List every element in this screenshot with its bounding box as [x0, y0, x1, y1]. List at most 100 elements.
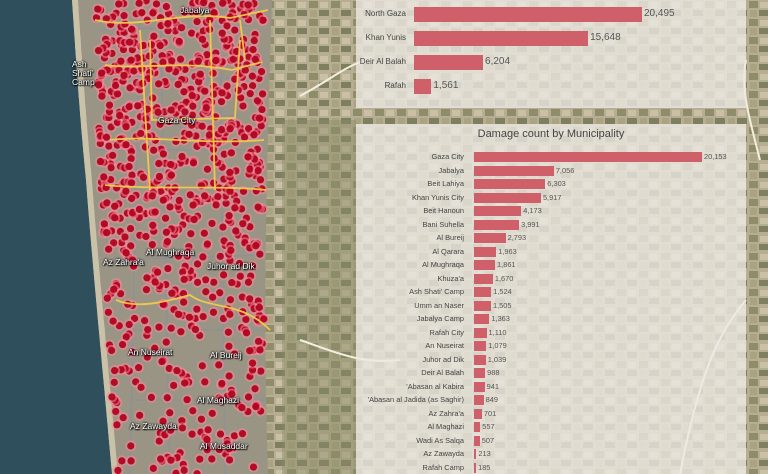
bar-row-ash-shati-camp: Ash Shati' Camp 1,524	[356, 286, 746, 300]
bar-north-gaza[interactable]	[414, 7, 642, 22]
bar-al-maghazi[interactable]	[474, 422, 481, 432]
bar-al-bureij[interactable]	[474, 233, 506, 243]
damage-point	[120, 71, 128, 80]
bar-value-label: 701	[483, 408, 497, 418]
bar-khan-yunis[interactable]	[414, 31, 589, 46]
bar-row-wadi-as-salqa: Wadi As Salqa 507	[356, 435, 746, 449]
damage-point	[148, 240, 156, 249]
damage-point	[121, 233, 129, 241]
bar-value-label: 1,963	[498, 246, 517, 256]
damage-point	[103, 199, 111, 207]
damage-point	[246, 295, 254, 303]
bar-deir-al-balah[interactable]	[414, 55, 484, 70]
bar-abasan-al-kabira[interactable]	[474, 381, 485, 392]
bar-az-zawayda[interactable]	[474, 449, 477, 459]
damage-point	[174, 80, 182, 89]
damage-point	[115, 0, 123, 8]
damage-point	[187, 230, 195, 238]
damage-point	[198, 122, 206, 130]
damage-point	[218, 89, 226, 97]
damage-point	[102, 133, 111, 141]
damage-point	[201, 192, 209, 200]
map-label-jabalya: Jabalya	[180, 5, 210, 15]
bar-bani-suhella[interactable]	[474, 219, 520, 230]
damage-point	[188, 91, 196, 100]
bar-jabalya[interactable]	[474, 165, 554, 176]
damage-point	[195, 78, 203, 86]
bar-gaza-city[interactable]	[474, 152, 702, 162]
damage-point	[128, 171, 136, 179]
damage-point	[193, 18, 201, 26]
damage-point	[231, 26, 239, 34]
damage-point	[110, 378, 118, 386]
damage-point	[181, 108, 189, 116]
damage-point	[249, 46, 257, 54]
bar-khuza-a[interactable]	[474, 273, 493, 284]
bar-row-al-bureij: Al Bureij 2,793	[356, 232, 746, 246]
municipality-damage-chart: Damage count by Municipality Gaza City 20…	[356, 124, 746, 474]
bar-az-zahra-a[interactable]	[474, 408, 482, 419]
damage-point	[166, 409, 174, 417]
damage-point	[125, 162, 133, 171]
bar-rafah-city[interactable]	[474, 327, 487, 338]
bar-row-khuza-a: Khuza'a 1,670	[356, 273, 746, 287]
bar-label: Az Zahra'a	[428, 408, 464, 418]
bar-umm-an-naser[interactable]	[474, 300, 492, 311]
damage-point	[155, 159, 163, 168]
bar-abasan-al-jadida-as-saghir[interactable]	[474, 395, 484, 405]
bar-khan-yunis-city[interactable]	[474, 192, 541, 203]
bar-beit-hanoun[interactable]	[474, 206, 522, 216]
damage-point	[150, 32, 158, 40]
damage-point	[223, 22, 231, 30]
damage-point	[135, 0, 143, 7]
damage-point	[257, 122, 265, 130]
damage-point	[186, 191, 194, 199]
damage-point	[254, 203, 262, 211]
bar-row-jabalya: Jabalya 7,056	[356, 165, 746, 179]
bar-beit-lahiya[interactable]	[474, 179, 546, 189]
damage-point	[96, 157, 105, 166]
bar-label: Deir Al Balah	[421, 368, 464, 377]
bar-label: Jabalya Camp	[416, 314, 464, 323]
bar-an-nuseirat[interactable]	[474, 341, 487, 351]
bar-al-mughraqa[interactable]	[474, 260, 496, 270]
damage-point	[94, 81, 103, 89]
damage-point	[162, 228, 170, 236]
bar-row-abasan-al-jadida-as-saghir: 'Abasan al Jadida (as Saghir) 849	[356, 394, 746, 408]
damage-point	[208, 409, 216, 417]
damage-point	[209, 293, 217, 301]
bar-wadi-as-salqa[interactable]	[474, 435, 480, 446]
damage-point	[246, 347, 254, 355]
damage-point	[164, 264, 172, 273]
bar-juhor-ad-dik[interactable]	[474, 354, 486, 365]
damage-point	[122, 249, 130, 257]
bar-value-label: 6,303	[547, 179, 566, 188]
damage-point	[167, 426, 175, 434]
damage-point	[219, 271, 228, 279]
bar-value-label: 941	[486, 381, 499, 391]
bar-label: Khuza'a	[437, 273, 464, 283]
bar-ash-shati-camp[interactable]	[474, 287, 492, 297]
bar-value-label: 3,991	[521, 219, 540, 229]
bar-rafah-camp[interactable]	[474, 462, 477, 473]
damage-point	[208, 219, 216, 228]
damage-point	[210, 278, 218, 286]
bar-value-label: 6,204	[485, 56, 511, 67]
bar-al-qarara[interactable]	[474, 246, 497, 257]
damage-point	[149, 94, 157, 102]
bar-rafah[interactable]	[414, 79, 432, 94]
damage-point	[244, 153, 252, 161]
bar-value-label: 1,363	[491, 314, 510, 323]
damage-point	[240, 133, 249, 141]
damage-point	[245, 124, 253, 133]
bar-jabalya-camp[interactable]	[474, 314, 490, 324]
damage-point	[248, 82, 257, 90]
damage-point	[189, 201, 197, 209]
damage-point	[114, 466, 122, 474]
bar-label: An Nuseirat	[425, 341, 464, 350]
bar-deir-al-balah[interactable]	[474, 368, 486, 378]
damage-point	[242, 329, 251, 337]
damage-point	[189, 407, 197, 415]
bar-label: Umm an Naser	[414, 300, 464, 310]
map-label-al-maghazi: Al Maghazi	[197, 395, 240, 405]
